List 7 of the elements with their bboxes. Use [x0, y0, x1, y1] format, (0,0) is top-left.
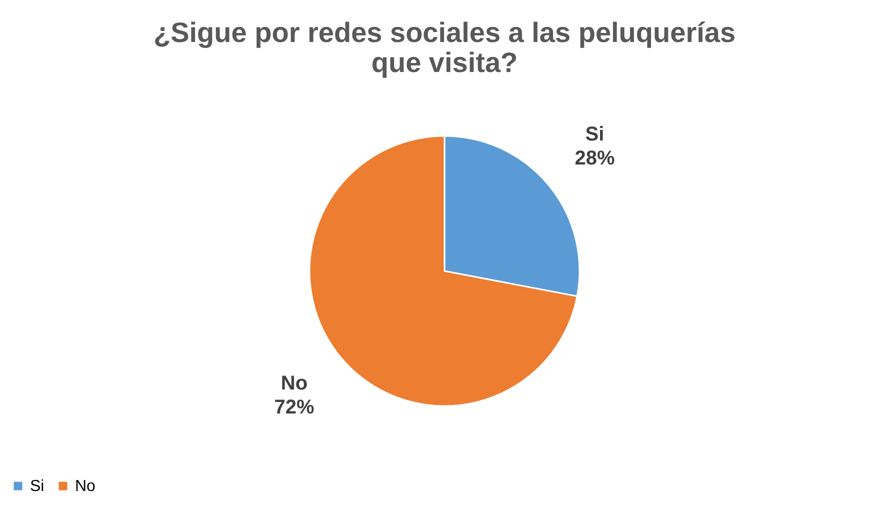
legend-label: No [75, 478, 96, 495]
slice-label: Si [585, 124, 604, 146]
chart-title: ¿Sigue por redes sociales a las peluquerías que visita? [153, 17, 736, 78]
legend-label: Si [30, 478, 44, 495]
data-label: 72% [274, 396, 314, 418]
data-label: 28% [574, 148, 615, 170]
slice-label: No [280, 372, 308, 394]
